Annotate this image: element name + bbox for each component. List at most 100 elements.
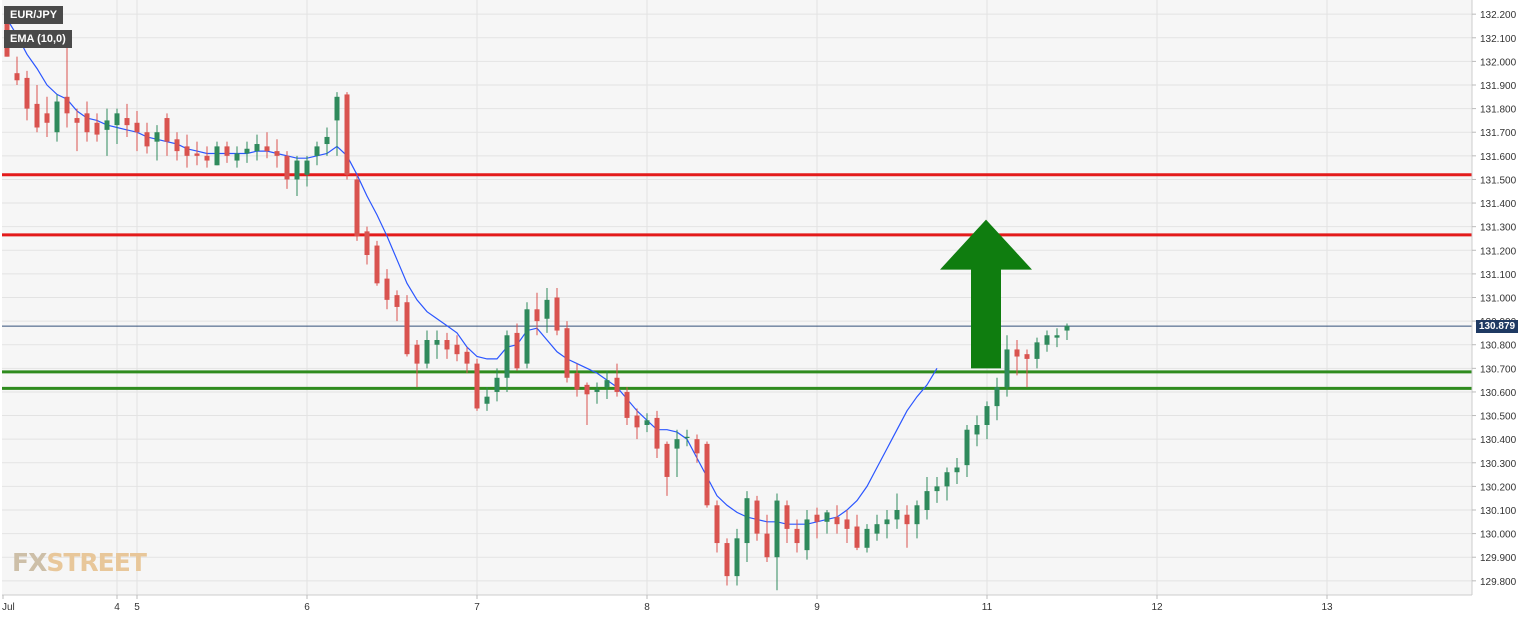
- candle-body: [524, 309, 530, 364]
- x-tick-label: 7: [474, 602, 480, 613]
- candle-body: [1044, 335, 1050, 345]
- y-tick-label: 132.100: [1480, 34, 1517, 45]
- candle-body: [674, 439, 680, 449]
- y-tick-label: 130.200: [1480, 482, 1517, 493]
- candle-body: [334, 96, 340, 121]
- candle-body: [1054, 335, 1060, 338]
- candle-body: [14, 73, 20, 81]
- candle-body: [394, 295, 400, 307]
- candle-body: [794, 528, 800, 544]
- candle-body: [594, 389, 600, 392]
- candle-body: [424, 340, 430, 364]
- candle-body: [444, 340, 450, 350]
- y-tick-label: 131.800: [1480, 105, 1517, 116]
- y-tick-label: 130.000: [1480, 530, 1517, 541]
- candle-body: [704, 443, 710, 506]
- candle-body: [384, 278, 390, 300]
- x-tick-label: Jul: [2, 602, 15, 613]
- candle-body: [314, 146, 320, 156]
- y-tick-label: 132.000: [1480, 57, 1517, 68]
- candle-body: [504, 335, 510, 378]
- y-tick-label: 130.500: [1480, 412, 1517, 423]
- candle-body: [764, 533, 770, 558]
- x-tick-label: 11: [982, 602, 993, 613]
- candle-body: [904, 514, 910, 525]
- x-tick-label: 12: [1151, 602, 1163, 613]
- candle-body: [984, 406, 990, 425]
- candle-body: [434, 340, 440, 345]
- ema-line: [6, 18, 938, 525]
- candle-body: [374, 245, 380, 284]
- y-tick-label: 131.100: [1480, 270, 1517, 281]
- candle-body: [154, 132, 160, 142]
- candle-body: [54, 101, 60, 133]
- candle-body: [964, 429, 970, 466]
- candle-body: [644, 420, 650, 425]
- y-tick-label: 131.300: [1480, 223, 1517, 234]
- candle-body: [84, 113, 90, 133]
- candle-body: [804, 519, 810, 551]
- current-price-label: 130.879: [1476, 319, 1518, 333]
- candle-body: [694, 439, 700, 454]
- y-tick-label: 129.900: [1480, 553, 1517, 564]
- candle-body: [474, 363, 480, 409]
- candle-body: [514, 332, 520, 369]
- candle-body: [464, 351, 470, 364]
- x-tick-label: 13: [1321, 602, 1333, 613]
- y-tick-label: 129.800: [1480, 577, 1517, 588]
- candle-body: [454, 344, 460, 355]
- candle-body: [354, 179, 360, 237]
- y-tick-label: 130.700: [1480, 364, 1517, 375]
- y-tick-label: 131.400: [1480, 199, 1517, 210]
- candle-body: [564, 328, 570, 378]
- candle-body: [74, 118, 80, 123]
- candle-body: [284, 155, 290, 180]
- candle-body: [234, 153, 240, 161]
- y-tick-label: 130.800: [1480, 341, 1517, 352]
- candle-body: [494, 377, 500, 392]
- candle-body: [584, 384, 590, 395]
- candle-body: [874, 524, 880, 534]
- candle-body: [824, 512, 830, 522]
- candle-body: [934, 486, 940, 492]
- y-tick-label: 130.300: [1480, 459, 1517, 470]
- candle-body: [654, 417, 660, 449]
- y-tick-label: 131.000: [1480, 294, 1517, 305]
- candle-body: [604, 380, 610, 388]
- candle-body: [264, 146, 270, 152]
- x-tick-label: 9: [814, 602, 820, 613]
- candle-body: [114, 113, 120, 126]
- candle-body: [884, 519, 890, 525]
- candle-body: [844, 519, 850, 529]
- y-tick-label: 131.900: [1480, 81, 1517, 92]
- candle-body: [34, 103, 40, 128]
- y-tick-label: 130.400: [1480, 435, 1517, 446]
- candle-body: [664, 443, 670, 477]
- candle-body: [44, 113, 50, 123]
- candle-body: [254, 144, 260, 152]
- candle-body: [914, 505, 920, 525]
- candle-body: [204, 155, 210, 161]
- y-tick-label: 132.200: [1480, 10, 1517, 21]
- x-tick-label: 8: [644, 602, 650, 613]
- candle-body: [954, 467, 960, 473]
- candle-body: [684, 436, 690, 439]
- candle-body: [974, 425, 980, 435]
- candle-body: [614, 377, 620, 392]
- candle-body: [94, 122, 100, 135]
- candle-body: [1014, 349, 1020, 357]
- candle-body: [944, 472, 950, 487]
- candle-body: [864, 528, 870, 548]
- candle-body: [554, 297, 560, 331]
- candle-body: [124, 118, 130, 126]
- fxstreet-watermark: FXSTREET: [12, 548, 147, 577]
- candle-body: [224, 146, 230, 156]
- candle-body: [834, 517, 840, 525]
- candle-body: [484, 396, 490, 404]
- candle-body: [174, 139, 180, 152]
- candle-body: [144, 132, 150, 147]
- candle-body: [414, 344, 420, 364]
- candle-body: [1004, 349, 1010, 388]
- candle-body: [164, 118, 170, 142]
- candle-body: [64, 96, 70, 114]
